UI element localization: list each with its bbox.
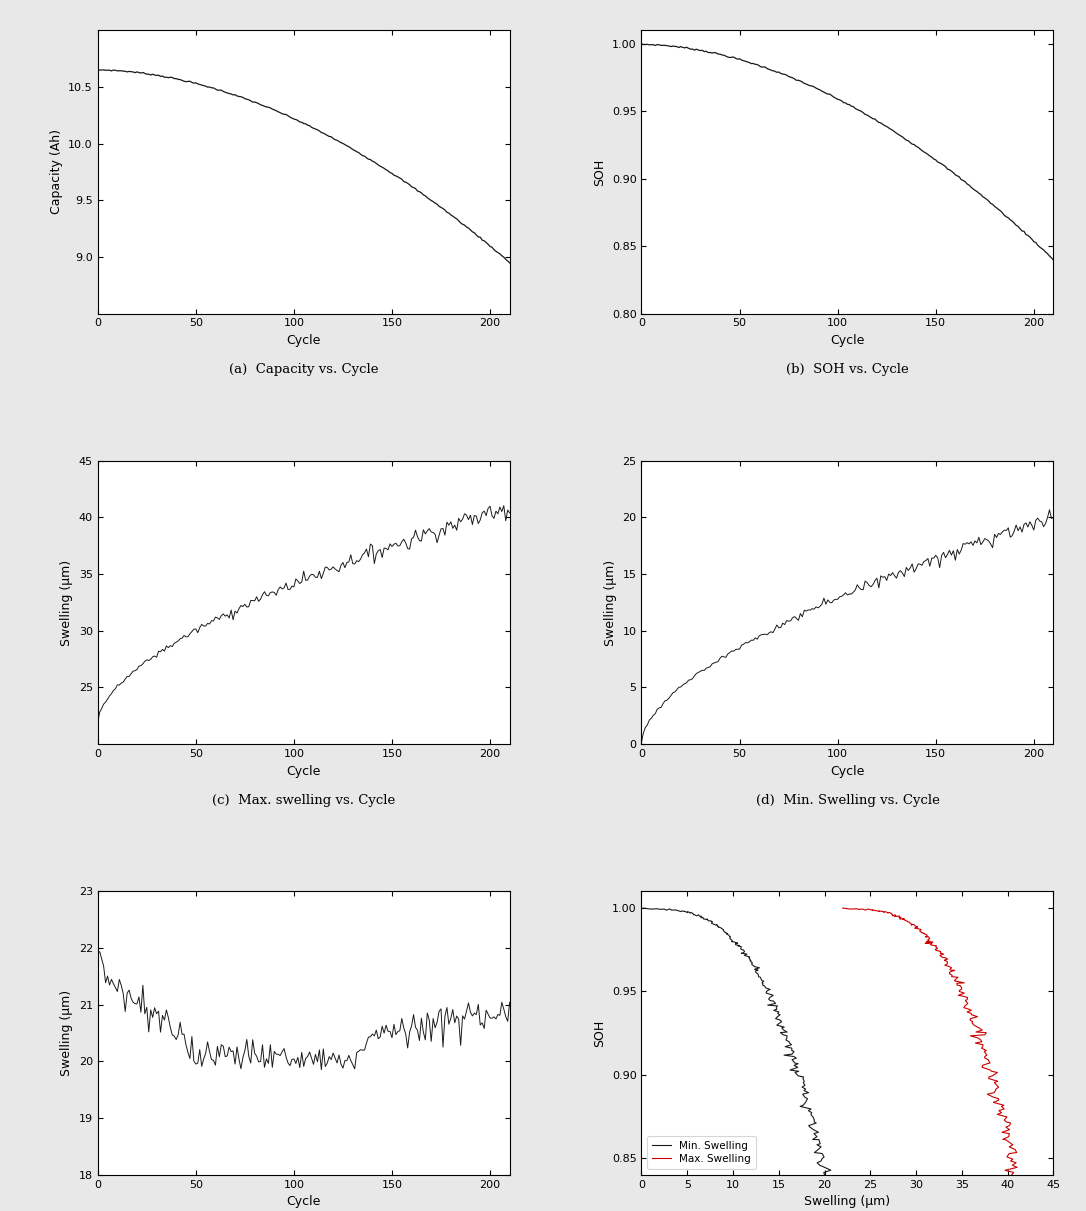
Min. Swelling bbox=[748, 959, 761, 974]
Text: (d)  Min. Swelling vs. Cycle: (d) Min. Swelling vs. Cycle bbox=[756, 793, 939, 807]
X-axis label: Cycle: Cycle bbox=[287, 334, 320, 348]
Max. Swelling bbox=[969, 1035, 982, 1050]
Legend: Min. Swelling, Max. Swelling: Min. Swelling, Max. Swelling bbox=[646, 1136, 756, 1170]
Min. Swelling bbox=[783, 1035, 796, 1050]
Max. Swelling bbox=[836, 901, 849, 916]
Line: Max. Swelling: Max. Swelling bbox=[843, 908, 1018, 1175]
Text: (b)  SOH vs. Cycle: (b) SOH vs. Cycle bbox=[786, 363, 909, 377]
Min. Swelling bbox=[741, 947, 754, 962]
X-axis label: Cycle: Cycle bbox=[287, 1195, 320, 1209]
Y-axis label: Capacity (Ah): Capacity (Ah) bbox=[50, 130, 63, 214]
Min. Swelling bbox=[658, 902, 671, 917]
Y-axis label: Swelling (μm): Swelling (μm) bbox=[60, 989, 73, 1077]
Max. Swelling bbox=[857, 902, 870, 917]
Y-axis label: Swelling (μm): Swelling (μm) bbox=[604, 559, 617, 645]
Line: Min. Swelling: Min. Swelling bbox=[643, 908, 831, 1175]
X-axis label: Cycle: Cycle bbox=[287, 764, 320, 777]
Min. Swelling bbox=[723, 930, 736, 945]
Text: (c)  Max. swelling vs. Cycle: (c) Max. swelling vs. Cycle bbox=[212, 793, 395, 807]
X-axis label: Swelling (μm): Swelling (μm) bbox=[805, 1195, 891, 1209]
Min. Swelling bbox=[818, 1167, 831, 1182]
Max. Swelling bbox=[943, 959, 956, 974]
Max. Swelling bbox=[919, 930, 932, 945]
Y-axis label: SOH: SOH bbox=[593, 159, 606, 185]
Y-axis label: Swelling (μm): Swelling (μm) bbox=[60, 559, 73, 645]
X-axis label: Cycle: Cycle bbox=[831, 334, 864, 348]
Text: (a)  Capacity vs. Cycle: (a) Capacity vs. Cycle bbox=[229, 363, 378, 377]
Min. Swelling bbox=[807, 1123, 820, 1137]
Min. Swelling bbox=[636, 901, 649, 916]
Max. Swelling bbox=[1005, 1167, 1018, 1182]
X-axis label: Cycle: Cycle bbox=[831, 764, 864, 777]
Max. Swelling bbox=[937, 947, 950, 962]
Max. Swelling bbox=[1003, 1123, 1016, 1137]
Y-axis label: SOH: SOH bbox=[593, 1020, 606, 1046]
